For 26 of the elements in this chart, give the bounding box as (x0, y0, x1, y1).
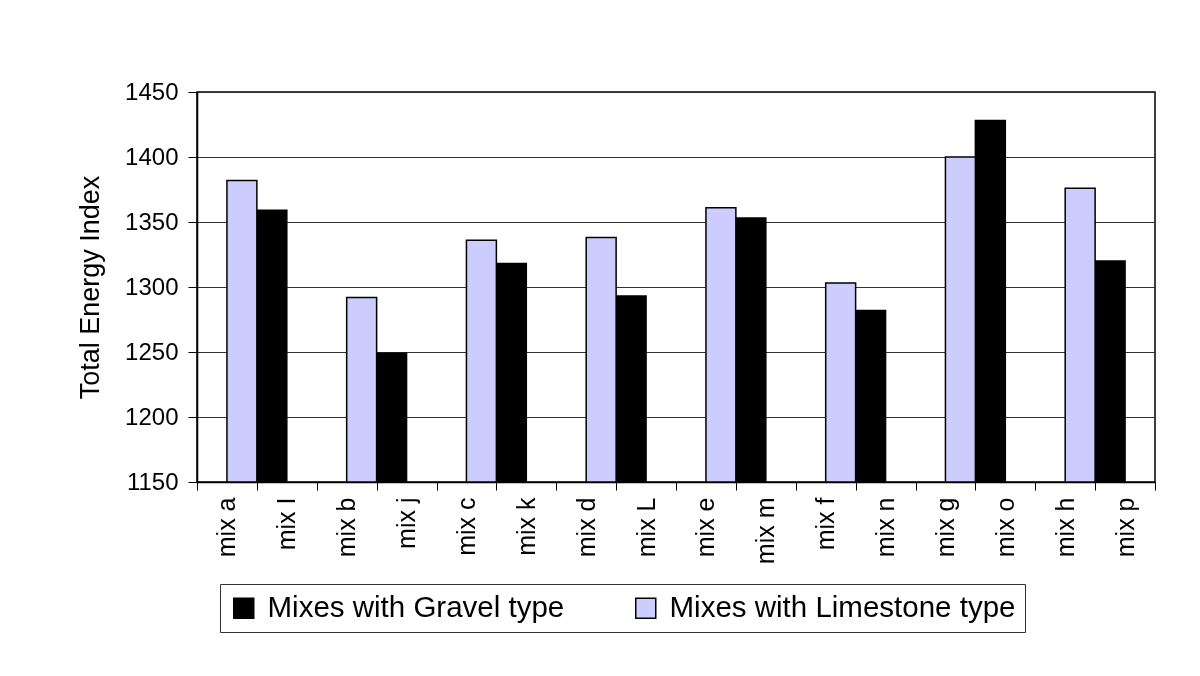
x-tick-label: mix p (1110, 497, 1139, 558)
y-tick-label: 1350 (125, 207, 179, 235)
x-tick-label: mix b (332, 497, 361, 558)
y-tick-label: 1250 (125, 337, 179, 365)
x-tick-label: mix k (511, 497, 540, 556)
x-tick-label: mix n (871, 497, 900, 558)
x-tick-label: mix c (451, 497, 480, 556)
y-tick-label: 1150 (126, 467, 179, 495)
x-tick-label: mix I (272, 497, 301, 551)
x-tick-label: mix f (811, 497, 840, 551)
x-tick-label: mix h (1050, 497, 1079, 558)
y-tick-label: 1200 (125, 402, 179, 430)
x-tick-label: mix j (392, 497, 421, 549)
x-tick-label: mix a (212, 497, 241, 558)
y-tick-label: 1450 (125, 77, 179, 105)
x-tick-label: mix e (691, 497, 720, 558)
x-tick-label: mix L (631, 497, 660, 558)
x-tick-label: mix m (751, 497, 780, 565)
legend-label: Mixes with Gravel type (267, 590, 565, 624)
y-axis-title: Total Energy Index (75, 175, 106, 400)
x-tick-label: mix o (990, 497, 1019, 558)
y-tick-label: 1400 (125, 142, 179, 170)
x-tick-label: mix g (930, 497, 959, 558)
x-tick-label: mix d (571, 497, 600, 558)
legend-label: Mixes with Limestone type (669, 590, 1016, 624)
y-tick-label: 1300 (125, 272, 179, 300)
